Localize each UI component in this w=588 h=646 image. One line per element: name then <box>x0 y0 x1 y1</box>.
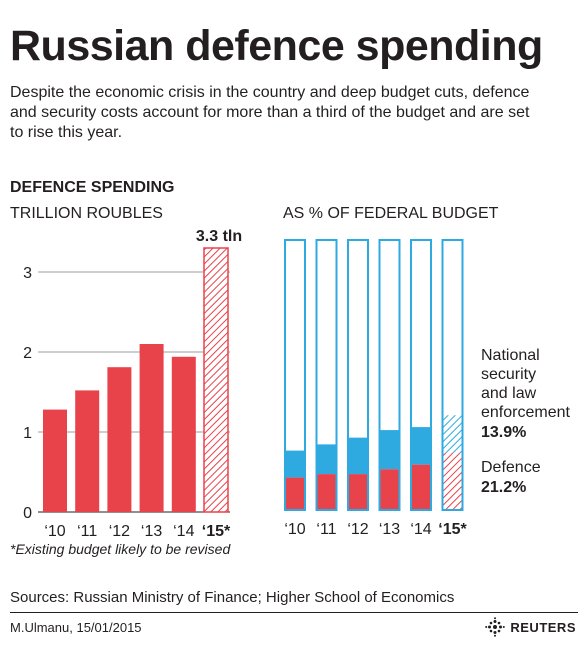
bar <box>171 356 196 512</box>
bar-security <box>316 444 337 475</box>
section-title: DEFENCE SPENDING <box>10 179 175 196</box>
y-tick-label: 3 <box>23 265 32 282</box>
bar-budget-outline <box>347 239 369 511</box>
x-tick-label: ‘15* <box>202 523 231 540</box>
bar-value-annotation: 3.3 tln <box>196 228 242 245</box>
bar-defence <box>285 477 305 510</box>
reuters-logo: REUTERS <box>485 617 576 637</box>
bar-defence <box>348 474 368 510</box>
left-chart-unit-label: TRILLION ROUBLES <box>10 205 163 222</box>
footer-divider <box>10 612 578 613</box>
footnote: *Existing budget likely to be revised <box>10 541 231 557</box>
bar-defence <box>379 469 400 510</box>
x-tick-label: ‘13 <box>141 523 162 540</box>
spending-bar-chart: 0 1 2 3 ‘10 ‘11 ‘12 ‘13 ‘14 ‘15* 3.3 tln <box>23 228 242 540</box>
y-tick-label: 2 <box>23 345 32 362</box>
bar-budget-outline <box>410 239 432 511</box>
legend-value-security: 13.9% <box>481 424 526 441</box>
legend-label-security: enforcement <box>481 404 570 421</box>
bar-budget-outline <box>284 239 306 511</box>
bar-defence <box>316 474 337 510</box>
bar-security <box>379 430 400 470</box>
x-tick-label: ‘10 <box>284 521 305 538</box>
byline: M.Ulmanu, 15/01/2015 <box>10 620 142 635</box>
legend-label-security: and law <box>481 385 537 402</box>
bar-security <box>285 450 305 478</box>
bar <box>203 247 229 513</box>
y-tick-label: 0 <box>23 505 32 522</box>
x-tick-label: ‘13 <box>379 521 400 538</box>
bar-budget-outline <box>378 239 401 511</box>
x-tick-label: ‘14 <box>410 521 431 538</box>
bar <box>43 409 67 512</box>
sources: Sources: Russian Ministry of Finance; Hi… <box>10 589 455 606</box>
legend-label-defence: Defence <box>481 459 541 476</box>
bar <box>75 390 100 512</box>
legend-label-security: security <box>481 366 536 383</box>
x-tick-label: ‘12 <box>347 521 368 538</box>
budget-share-bar-chart: ‘10 ‘11 ‘12 ‘13 ‘14 ‘15* National security and l… <box>284 239 570 538</box>
chart-subtitle: Despite the economic crisis in the count… <box>10 84 530 141</box>
x-tick-label: ‘10 <box>44 523 65 540</box>
chart-title: Russian defence spending <box>10 22 543 70</box>
x-tick-label: ‘11 <box>77 523 97 540</box>
right-chart-unit-label: AS % OF FEDERAL BUDGET <box>283 205 499 222</box>
bar-security <box>411 427 431 465</box>
bar-defence <box>411 464 431 510</box>
bar-security <box>348 437 368 475</box>
x-tick-label: ‘11 <box>316 521 336 538</box>
x-tick-label: ‘15* <box>438 521 467 538</box>
x-tick-label: ‘14 <box>173 523 194 540</box>
y-tick-label: 1 <box>23 425 32 442</box>
bar-defence <box>442 452 463 510</box>
bar-budget-outline <box>315 239 338 511</box>
x-tick-label: ‘12 <box>109 523 130 540</box>
reuters-logo-text: REUTERS <box>510 619 576 635</box>
legend-label-security: National <box>481 347 540 364</box>
reuters-logo-icon <box>485 617 506 637</box>
bar <box>139 344 164 512</box>
bar-security <box>442 415 463 453</box>
legend-value-defence: 21.2% <box>481 479 526 496</box>
bar-budget-outline <box>441 239 464 511</box>
bar <box>107 367 132 512</box>
